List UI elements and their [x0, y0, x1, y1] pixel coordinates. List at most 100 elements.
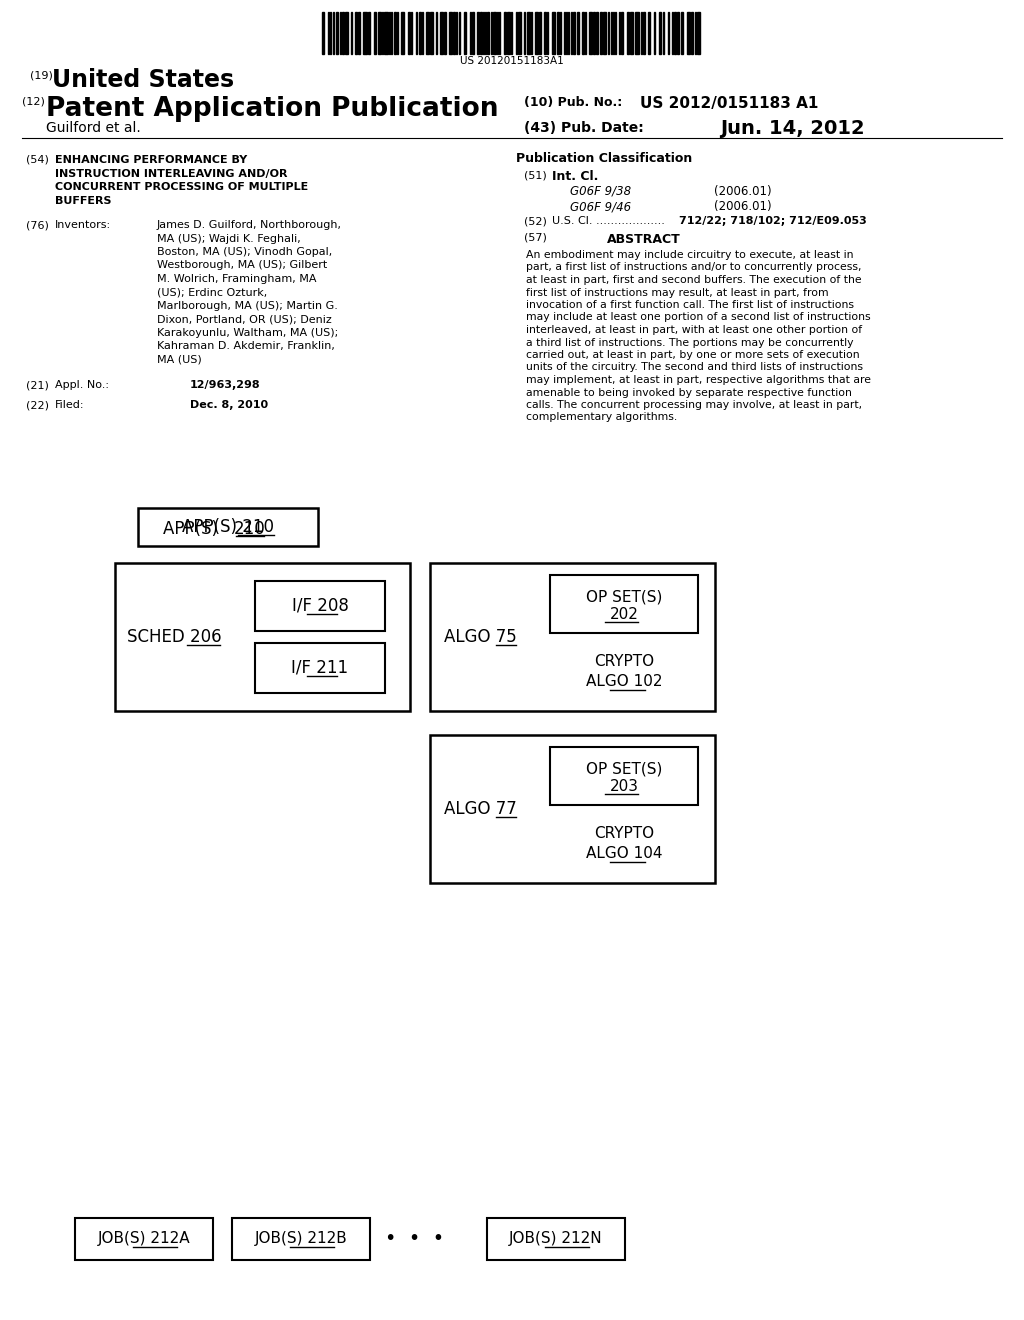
- Text: interleaved, at least in part, with at least one other portion of: interleaved, at least in part, with at l…: [526, 325, 862, 335]
- Bar: [454, 12, 455, 54]
- Bar: [600, 12, 602, 54]
- Bar: [464, 12, 466, 54]
- Text: (76): (76): [26, 220, 49, 230]
- Bar: [422, 12, 423, 54]
- Text: ALGO 75: ALGO 75: [444, 628, 517, 645]
- Text: (21): (21): [26, 380, 49, 389]
- Text: complementary algorithms.: complementary algorithms.: [526, 412, 677, 422]
- Text: JOB(S) 212A: JOB(S) 212A: [97, 1232, 190, 1246]
- Bar: [622, 12, 624, 54]
- Bar: [603, 12, 606, 54]
- Text: SCHED 206: SCHED 206: [127, 628, 221, 645]
- Text: ALGO 104: ALGO 104: [586, 846, 663, 861]
- Text: 203: 203: [609, 779, 639, 793]
- Bar: [480, 12, 481, 54]
- Text: (19): (19): [30, 70, 53, 81]
- Text: a third list of instructions. The portions may be concurrently: a third list of instructions. The portio…: [526, 338, 853, 347]
- Bar: [477, 12, 479, 54]
- Bar: [618, 12, 620, 54]
- Text: (10) Pub. No.:: (10) Pub. No.:: [524, 96, 623, 110]
- Bar: [563, 12, 565, 54]
- Bar: [590, 12, 592, 54]
- Bar: [411, 12, 413, 54]
- Bar: [677, 12, 679, 54]
- Bar: [255, 581, 385, 631]
- Bar: [507, 12, 510, 54]
- Text: An embodiment may include circuitry to execute, at least in: An embodiment may include circuitry to e…: [526, 249, 853, 260]
- Text: APP(S) 210: APP(S) 210: [182, 517, 274, 536]
- Text: (US); Erdinc Ozturk,: (US); Erdinc Ozturk,: [157, 288, 267, 297]
- Text: M. Wolrich, Framingham, MA: M. Wolrich, Framingham, MA: [157, 275, 316, 284]
- Bar: [577, 12, 579, 54]
- Text: invocation of a first function call. The first list of instructions: invocation of a first function call. The…: [526, 300, 854, 310]
- Bar: [557, 12, 559, 54]
- Bar: [536, 12, 538, 54]
- Text: Int. Cl.: Int. Cl.: [552, 170, 598, 183]
- Bar: [444, 12, 446, 54]
- Text: (52): (52): [524, 216, 547, 226]
- Text: carried out, at least in part, by one or more sets of execution: carried out, at least in part, by one or…: [526, 350, 859, 360]
- Text: (2006.01): (2006.01): [714, 201, 772, 213]
- Bar: [583, 12, 584, 54]
- Text: CRYPTO: CRYPTO: [594, 655, 654, 669]
- Bar: [664, 12, 665, 54]
- Bar: [658, 12, 660, 54]
- Text: G06F 9/38: G06F 9/38: [570, 185, 631, 198]
- Bar: [384, 12, 388, 54]
- Text: may implement, at least in part, respective algorithms that are: may implement, at least in part, respect…: [526, 375, 871, 385]
- Bar: [436, 12, 437, 54]
- Bar: [544, 12, 546, 54]
- Text: units of the circuitry. The second and third lists of instructions: units of the circuitry. The second and t…: [526, 363, 863, 372]
- Text: JOB(S) 212N: JOB(S) 212N: [509, 1232, 603, 1246]
- Bar: [641, 12, 642, 54]
- Bar: [440, 12, 442, 54]
- Bar: [430, 735, 715, 883]
- Bar: [566, 12, 567, 54]
- Bar: [340, 12, 341, 54]
- Text: BUFFERS: BUFFERS: [55, 195, 112, 206]
- Bar: [635, 12, 639, 54]
- Text: ENHANCING PERFORMANCE BY: ENHANCING PERFORMANCE BY: [55, 154, 247, 165]
- Bar: [138, 508, 318, 546]
- Bar: [456, 12, 457, 54]
- Text: APP(S): APP(S): [163, 520, 223, 539]
- Bar: [695, 12, 696, 54]
- Text: G06F 9/46: G06F 9/46: [570, 201, 631, 213]
- Bar: [530, 12, 531, 54]
- Text: Jun. 14, 2012: Jun. 14, 2012: [720, 119, 864, 139]
- Text: Publication Classification: Publication Classification: [516, 152, 692, 165]
- Bar: [449, 12, 453, 54]
- Text: US 2012/0151183 A1: US 2012/0151183 A1: [640, 96, 818, 111]
- Text: amenable to being invoked by separate respective function: amenable to being invoked by separate re…: [526, 388, 852, 397]
- Text: ABSTRACT: ABSTRACT: [607, 234, 681, 246]
- Bar: [687, 12, 690, 54]
- Bar: [615, 12, 616, 54]
- Bar: [613, 12, 614, 54]
- Text: •  •  •: • • •: [385, 1229, 444, 1249]
- Text: Appl. No.:: Appl. No.:: [55, 380, 109, 389]
- Text: CRYPTO: CRYPTO: [594, 826, 654, 842]
- Bar: [408, 12, 410, 54]
- Text: Marlborough, MA (US); Martin G.: Marlborough, MA (US); Martin G.: [157, 301, 338, 312]
- Text: INSTRUCTION INTERLEAVING AND/OR: INSTRUCTION INTERLEAVING AND/OR: [55, 169, 288, 178]
- Bar: [368, 12, 370, 54]
- Bar: [322, 12, 325, 54]
- Bar: [681, 12, 683, 54]
- Text: James D. Guilford, Northborough,: James D. Guilford, Northborough,: [157, 220, 342, 230]
- Bar: [490, 12, 493, 54]
- Text: (54): (54): [26, 154, 49, 165]
- Text: Guilford et al.: Guilford et al.: [46, 121, 140, 135]
- Bar: [416, 12, 417, 54]
- Bar: [426, 12, 429, 54]
- Bar: [232, 1218, 370, 1261]
- Bar: [378, 12, 381, 54]
- Bar: [472, 12, 474, 54]
- Bar: [674, 12, 676, 54]
- Bar: [550, 747, 698, 805]
- Text: Dec. 8, 2010: Dec. 8, 2010: [190, 400, 268, 411]
- Bar: [608, 12, 609, 54]
- Text: OP SET(S): OP SET(S): [586, 762, 663, 776]
- Bar: [336, 12, 338, 54]
- Bar: [511, 12, 512, 54]
- Text: U.S. Cl. ...................: U.S. Cl. ...................: [552, 216, 665, 226]
